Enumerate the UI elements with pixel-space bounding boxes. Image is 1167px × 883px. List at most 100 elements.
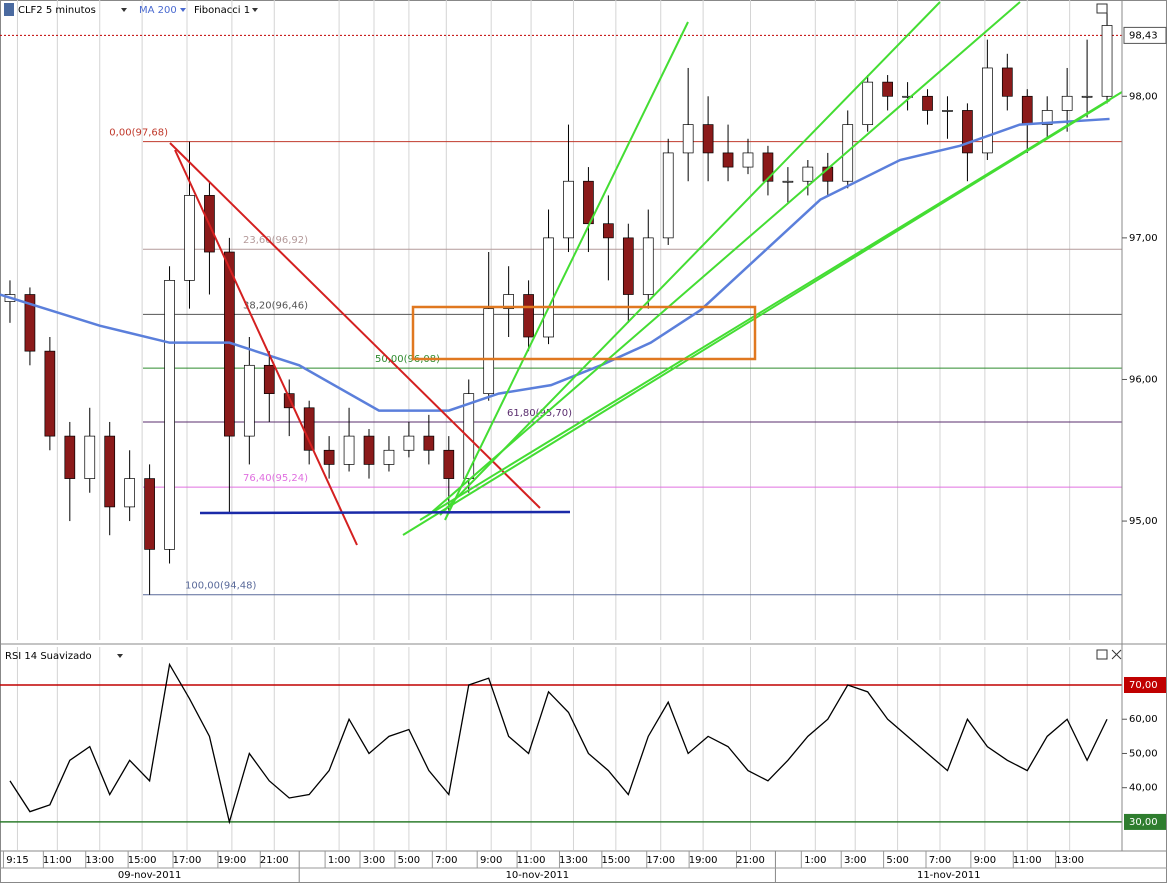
candle-body xyxy=(503,294,514,310)
x-tick-label: 15:00 xyxy=(128,855,157,866)
candle-body xyxy=(1001,67,1013,97)
candle-body xyxy=(243,364,255,437)
candle-body xyxy=(403,435,415,451)
candle-body xyxy=(782,180,794,183)
fib-label: 38,20(96,46) xyxy=(243,300,308,311)
x-tick-label: 5:00 xyxy=(398,855,420,866)
x-tick-label: 3:00 xyxy=(844,855,866,866)
dropdown[interactable] xyxy=(117,654,123,658)
candle-body xyxy=(682,124,694,154)
support-line xyxy=(199,510,571,515)
candle-body xyxy=(1041,110,1053,125)
candle-body xyxy=(962,110,973,154)
rsi-level-box xyxy=(1124,813,1166,830)
candle-body xyxy=(662,152,674,239)
y-tick-label: 60,00 xyxy=(1129,714,1158,725)
axes: 9:15 11:00 13:00 15:00 17:00 19:00 21:00 1:00 3:… xyxy=(0,26,1167,883)
candle-body xyxy=(1081,95,1093,98)
date-label: 11-nov-2011 xyxy=(917,870,981,881)
fib-label: 0,00(97,68) xyxy=(109,128,168,139)
candle-body xyxy=(24,294,36,352)
maximize[interactable] xyxy=(1096,649,1108,660)
candle-body xyxy=(583,180,594,225)
candle-body xyxy=(882,81,893,97)
candle-body xyxy=(862,81,874,125)
candle-body xyxy=(443,449,455,479)
candle-body xyxy=(563,180,574,239)
fib-label[interactable]: Fibonacci 1 xyxy=(194,5,250,16)
candle-body xyxy=(84,435,96,479)
x-tick-label: 1:00 xyxy=(804,855,826,866)
candle-body xyxy=(323,449,335,465)
date-label: 10-nov-2011 xyxy=(506,870,570,881)
trendline xyxy=(174,149,358,546)
x-tick-label: 17:00 xyxy=(646,855,675,866)
candle-body xyxy=(762,152,774,182)
fib-label: 100,00(94,48) xyxy=(185,581,257,592)
candle-body xyxy=(283,393,295,409)
dropdown[interactable] xyxy=(121,8,127,12)
y-tick-label: 96,00 xyxy=(1129,374,1158,385)
candle-body xyxy=(902,95,913,98)
x-tick-label: 21:00 xyxy=(736,855,765,866)
x-tick-label: 19:00 xyxy=(689,855,718,866)
fib-label: 76,40(95,24) xyxy=(243,473,308,484)
x-tick-label: 15:00 xyxy=(601,855,630,866)
candle-body xyxy=(942,110,953,112)
x-tick-label: 5:00 xyxy=(886,855,908,866)
candle-body xyxy=(44,350,56,437)
maximize[interactable] xyxy=(1096,3,1108,14)
symbol-title[interactable]: CLF2 5 minutos xyxy=(18,5,96,16)
x-tick-label: 13:00 xyxy=(1055,855,1084,866)
x-tick-label: 11:00 xyxy=(517,855,546,866)
candle-body xyxy=(363,435,375,465)
rsi-level-label: 30,00 xyxy=(1129,817,1158,828)
x-tick-label: 7:00 xyxy=(435,855,457,866)
zone-box xyxy=(411,305,757,361)
x-tick-label: 9:15 xyxy=(6,855,28,866)
fan-line xyxy=(439,1,941,516)
candle-body xyxy=(343,435,355,465)
fib-label: 23,60(96,92) xyxy=(243,235,308,246)
rsi-title[interactable]: RSI 14 Suavizado xyxy=(5,651,92,662)
candle-body xyxy=(463,393,475,479)
candle-body xyxy=(922,95,933,111)
x-tick-label: 17:00 xyxy=(173,855,202,866)
ma-label[interactable]: MA 200 xyxy=(139,5,177,16)
x-tick-label: 13:00 xyxy=(559,855,588,866)
candle-body xyxy=(263,364,275,394)
close[interactable] xyxy=(1111,649,1122,660)
symbol-icon xyxy=(4,3,14,16)
candle-body xyxy=(1101,25,1113,97)
x-tick-label: 9:00 xyxy=(974,855,996,866)
dropdown[interactable] xyxy=(180,8,186,12)
x-tick-label: 11:00 xyxy=(1013,855,1042,866)
x-tick-label: 7:00 xyxy=(929,855,951,866)
fan-line xyxy=(402,99,1111,536)
x-tick-label: 1:00 xyxy=(328,855,350,866)
rsi-level-label: 70,00 xyxy=(1129,680,1158,691)
candle-body xyxy=(842,124,854,182)
price-series xyxy=(0,4,1113,595)
x-tick-label: 11:00 xyxy=(43,855,72,866)
last-price-label: 98,43 xyxy=(1129,30,1158,41)
x-tick-label: 13:00 xyxy=(85,855,114,866)
candle-body xyxy=(104,435,116,508)
y-tick-label: 97,00 xyxy=(1129,233,1158,244)
rsi-level-box xyxy=(1124,676,1166,693)
date-label: 09-nov-2011 xyxy=(118,870,182,881)
trendline xyxy=(169,142,541,509)
y-tick-label: 50,00 xyxy=(1129,748,1158,759)
candle-body xyxy=(164,280,175,550)
x-tick-label: 3:00 xyxy=(363,855,385,866)
rsi-line xyxy=(9,662,1108,825)
fan-line xyxy=(444,21,689,521)
fan-line xyxy=(431,1,1021,513)
x-tick-label: 21:00 xyxy=(260,855,289,866)
dropdown[interactable] xyxy=(252,8,258,12)
annotations xyxy=(169,1,1123,546)
fan-line xyxy=(419,91,1123,521)
rsi-panel xyxy=(0,662,1122,825)
candle-body xyxy=(383,449,395,465)
